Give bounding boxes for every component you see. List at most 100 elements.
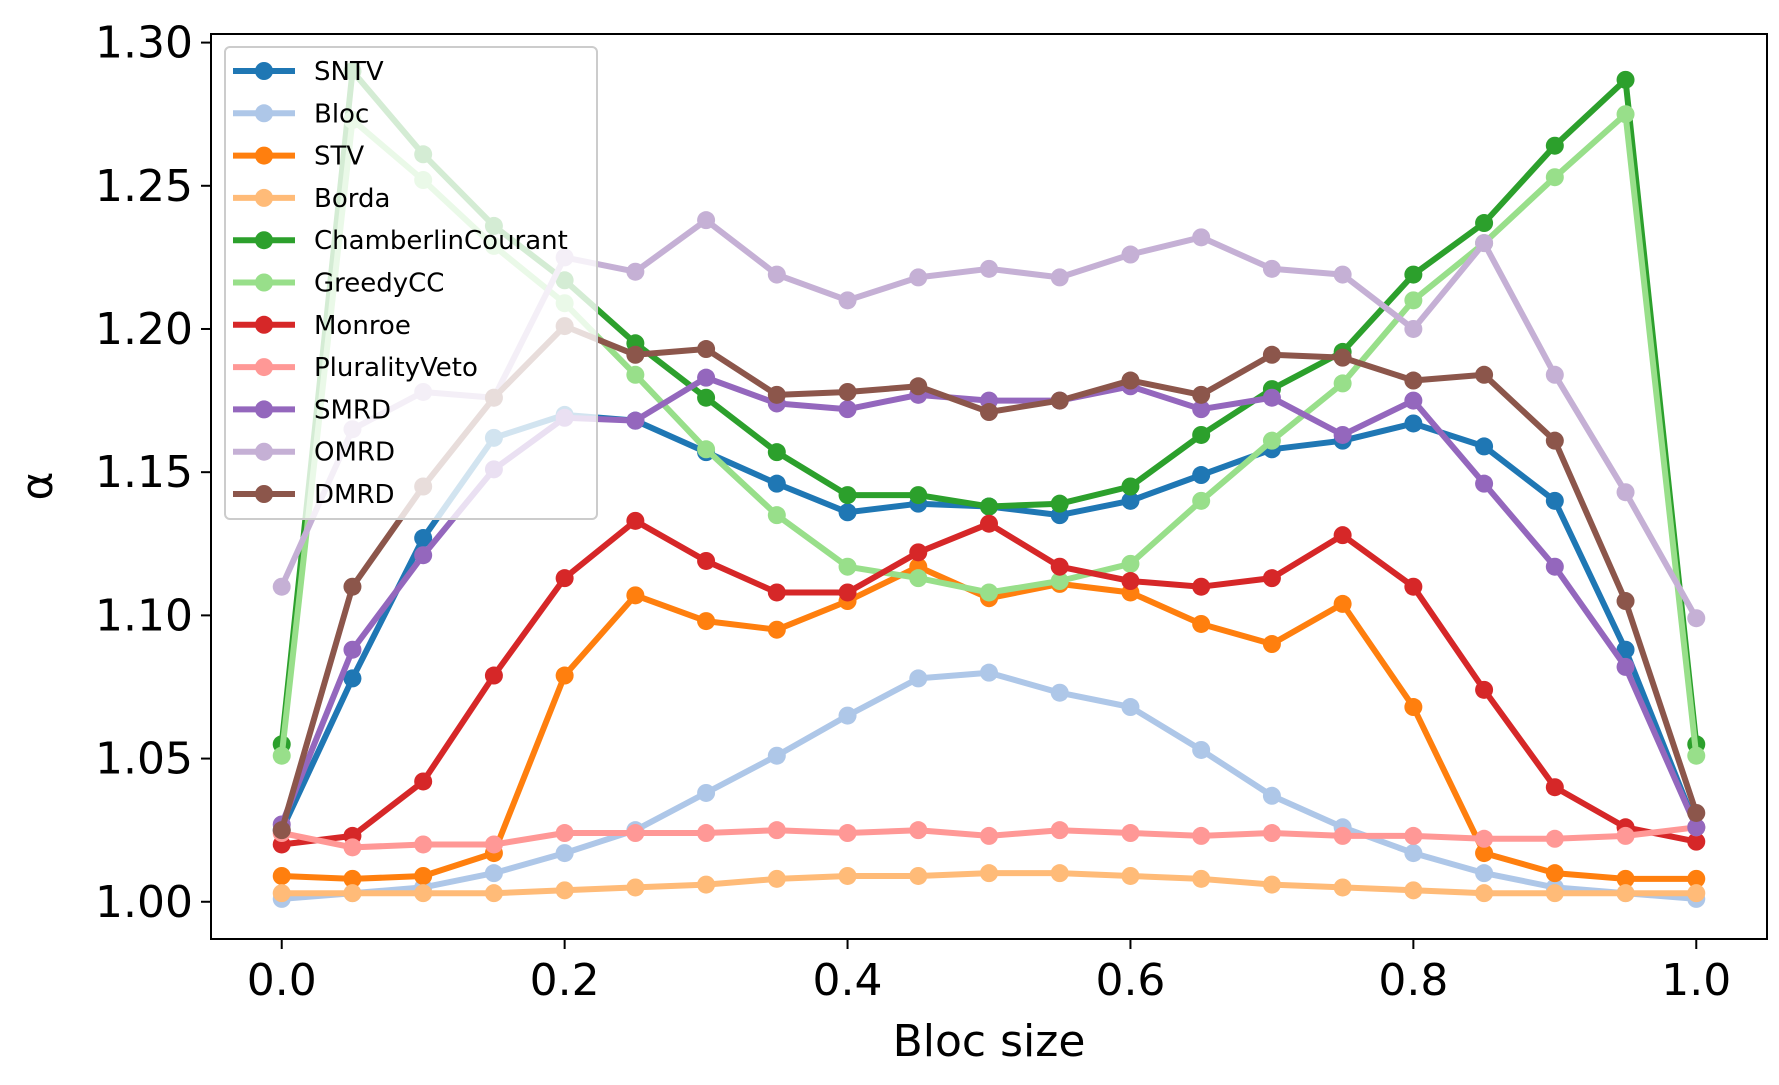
- data-point-smrd: [1545, 557, 1564, 576]
- data-point-monroe: [838, 583, 857, 602]
- data-point-sntv: [1475, 437, 1494, 456]
- y-tick-label: 1.25: [95, 161, 193, 212]
- data-point-greedycc: [1121, 554, 1140, 573]
- data-point-dmrd: [1545, 431, 1564, 450]
- legend-label: PluralityVeto: [314, 353, 478, 383]
- data-point-borda: [838, 866, 857, 885]
- legend-item: Borda: [233, 184, 390, 214]
- data-point-monroe: [1050, 557, 1069, 576]
- data-point-monroe: [484, 666, 503, 685]
- legend-label: ChamberlinCourant: [314, 226, 568, 256]
- y-axis: 1.00 1.05 1.10 1.15 1.20 1.25 1.30: [95, 18, 211, 928]
- data-point-greedycc: [980, 583, 998, 602]
- data-point-chamberlincourant: [1192, 425, 1211, 444]
- data-point-bloc: [697, 783, 716, 802]
- data-point-chamberlincourant: [909, 486, 928, 505]
- data-point-dmrd: [980, 403, 998, 422]
- data-point-smrd: [1192, 400, 1211, 419]
- legend-swatch-marker: [255, 62, 273, 80]
- data-point-borda: [1121, 866, 1140, 885]
- data-point-borda: [555, 881, 574, 900]
- data-point-borda: [909, 866, 928, 885]
- data-point-sntv: [1404, 414, 1423, 433]
- x-axis-label: Bloc size: [893, 1016, 1086, 1067]
- data-point-smrd: [343, 640, 362, 659]
- legend-swatch-marker: [255, 358, 273, 377]
- data-point-bloc: [980, 663, 998, 682]
- data-point-greedycc: [1616, 105, 1635, 124]
- x-tick-label: 0.8: [1378, 955, 1448, 1006]
- y-tick-label: 1.05: [95, 734, 193, 785]
- data-point-omrd: [1333, 265, 1352, 284]
- data-point-bloc: [1121, 698, 1140, 717]
- data-point-borda: [1616, 884, 1635, 903]
- data-point-bloc: [1262, 786, 1281, 805]
- data-point-bloc: [1475, 864, 1494, 883]
- data-point-borda: [1475, 884, 1494, 903]
- data-point-pluralityveto: [697, 824, 716, 843]
- data-point-monroe: [1475, 680, 1494, 699]
- legend-label: GreedyCC: [314, 269, 444, 299]
- legend-label: STV: [314, 142, 364, 172]
- data-point-pluralityveto: [980, 826, 998, 845]
- legend-item: STV: [233, 142, 364, 172]
- data-point-smrd: [1262, 388, 1281, 407]
- data-point-sntv: [1616, 640, 1635, 659]
- data-point-omrd: [272, 577, 291, 596]
- legend-swatch-marker: [255, 104, 273, 123]
- data-point-bloc: [555, 844, 574, 863]
- data-point-bloc: [1192, 740, 1211, 759]
- data-point-smrd: [838, 400, 857, 419]
- data-point-dmrd: [1475, 365, 1494, 384]
- data-point-chamberlincourant: [1121, 477, 1140, 496]
- data-point-greedycc: [1545, 168, 1564, 187]
- data-point-monroe: [909, 543, 928, 562]
- y-tick-label: 1.30: [95, 18, 193, 69]
- data-point-dmrd: [838, 382, 857, 401]
- data-point-omrd: [838, 291, 857, 310]
- data-point-omrd: [909, 268, 928, 287]
- data-point-dmrd: [697, 340, 716, 359]
- data-point-omrd: [1050, 268, 1069, 287]
- data-point-pluralityveto: [1616, 826, 1635, 845]
- data-point-stv: [1262, 635, 1281, 654]
- data-point-monroe: [414, 772, 433, 791]
- data-point-pluralityveto: [1404, 826, 1423, 845]
- data-point-monroe: [1333, 526, 1352, 545]
- data-point-stv: [272, 866, 291, 885]
- legend-label: SNTV: [314, 57, 384, 87]
- data-point-omrd: [1616, 483, 1635, 502]
- data-point-monroe: [1545, 778, 1564, 797]
- data-point-stv: [767, 620, 786, 639]
- legend-swatch-marker: [255, 146, 273, 165]
- data-point-stv: [414, 866, 433, 885]
- data-point-borda: [1050, 864, 1069, 883]
- data-point-pluralityveto: [767, 821, 786, 840]
- data-point-bloc: [484, 864, 503, 883]
- data-point-greedycc: [1192, 491, 1211, 510]
- data-point-greedycc: [1404, 291, 1423, 310]
- data-point-borda: [1404, 881, 1423, 900]
- legend-swatch-marker: [255, 442, 273, 461]
- data-point-monroe: [1687, 832, 1706, 851]
- data-point-pluralityveto: [1475, 829, 1494, 848]
- data-point-stv: [1475, 844, 1494, 863]
- legend-label: Bloc: [314, 99, 369, 129]
- data-point-omrd: [626, 262, 645, 281]
- legend-item: ChamberlinCourant: [233, 226, 568, 256]
- data-point-pluralityveto: [1050, 821, 1069, 840]
- data-point-bloc: [838, 706, 857, 725]
- data-point-greedycc: [1333, 374, 1352, 393]
- series-borda: [272, 864, 1706, 903]
- data-point-dmrd: [1687, 803, 1706, 822]
- data-point-borda: [1262, 875, 1281, 894]
- data-point-borda: [1192, 869, 1211, 888]
- data-point-monroe: [626, 511, 645, 530]
- data-point-greedycc: [838, 557, 857, 576]
- data-point-borda: [626, 878, 645, 897]
- data-point-dmrd: [1121, 371, 1140, 390]
- legend-swatch-marker: [255, 231, 273, 250]
- data-point-monroe: [1262, 569, 1281, 588]
- data-point-greedycc: [1050, 572, 1069, 591]
- data-point-dmrd: [767, 385, 786, 404]
